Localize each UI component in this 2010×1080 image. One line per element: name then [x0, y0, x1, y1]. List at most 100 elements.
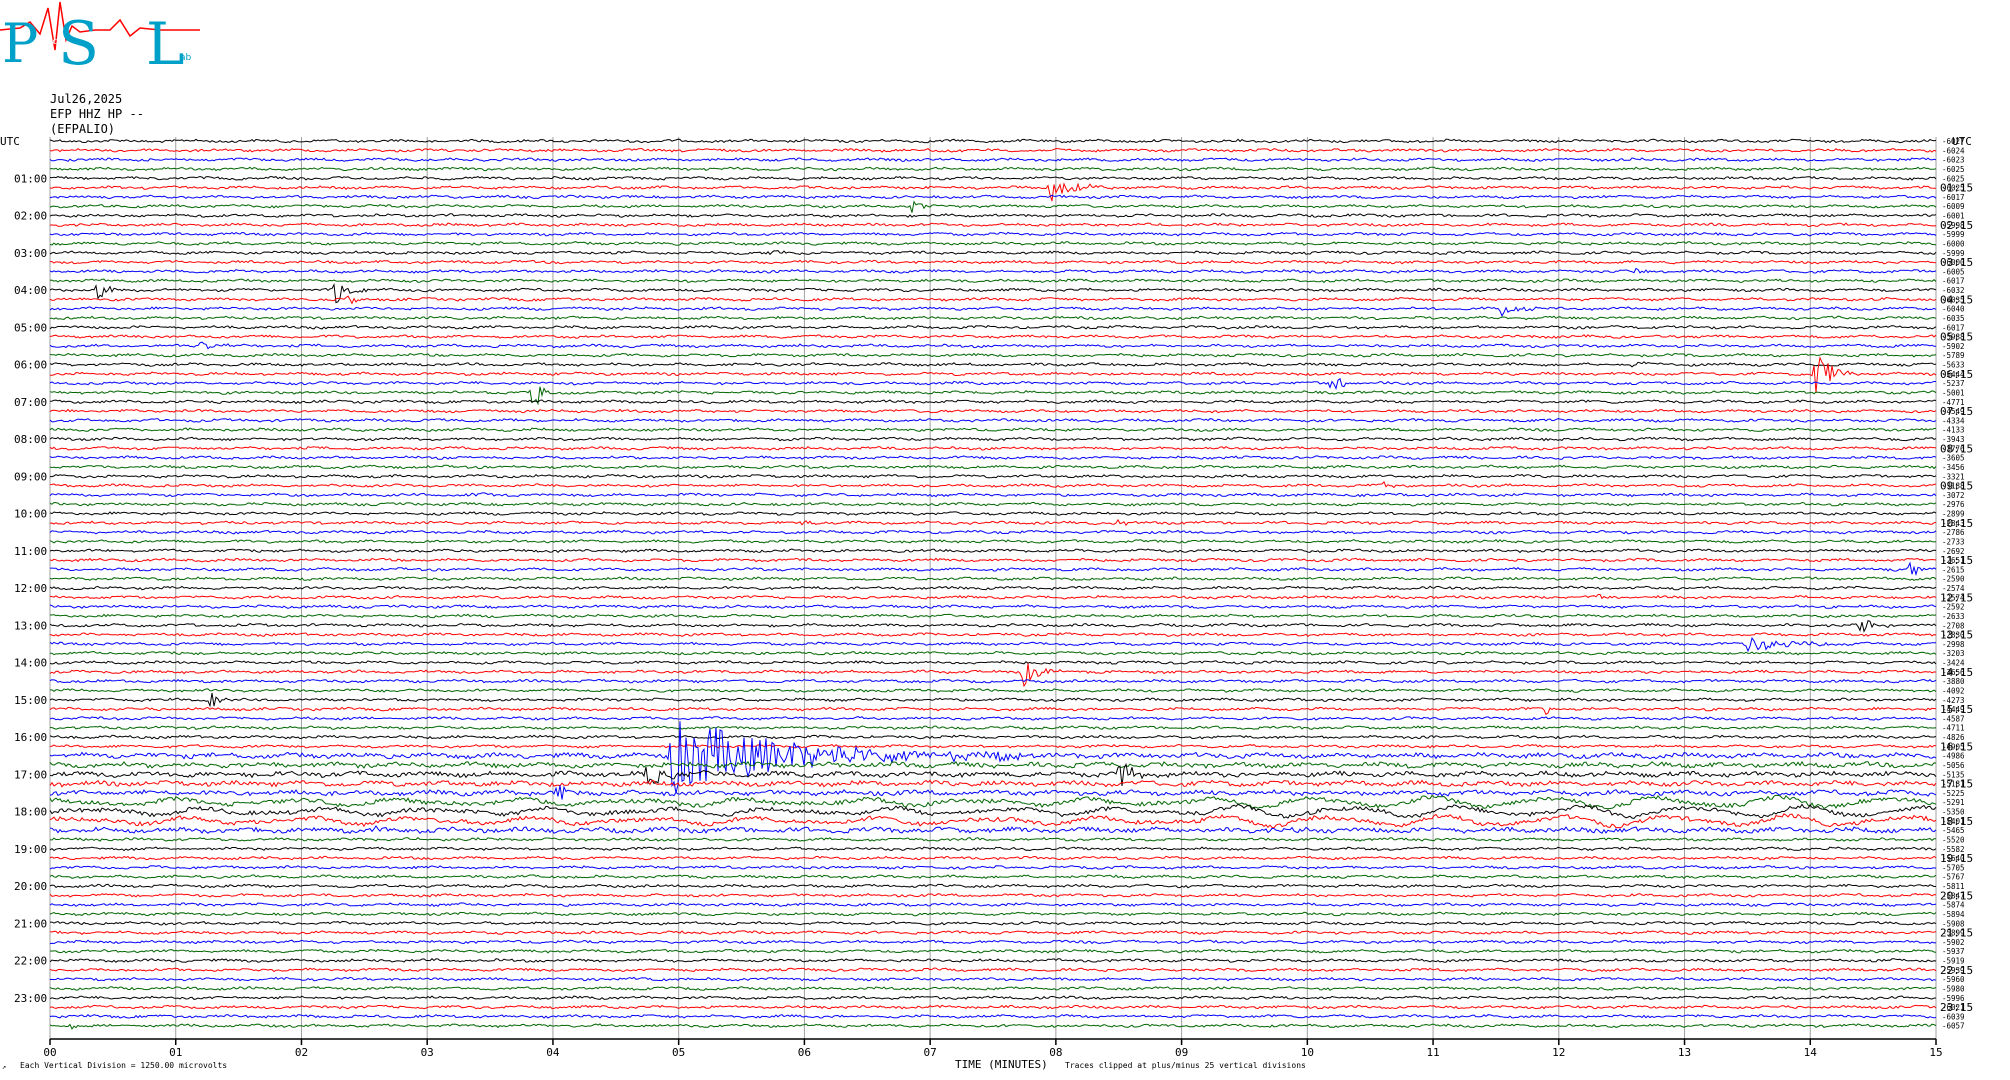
- trace-line: [49, 636, 1936, 653]
- trace-line: [49, 632, 1937, 637]
- trace-offset-label: -2998: [1942, 640, 1965, 649]
- trace-offset-label: -5998: [1942, 221, 1965, 230]
- trace-line: [49, 734, 1937, 740]
- trace-offset-label: -3605: [1942, 454, 1965, 463]
- x-axis-title: TIME (MINUTES): [955, 1058, 1048, 1071]
- hour-label-right: 14:15: [1940, 666, 1973, 679]
- trace-offset-label: -5939: [1942, 966, 1965, 975]
- trace-line: [49, 585, 1937, 591]
- trace-offset-label: -5937: [1942, 947, 1965, 956]
- trace-line: [49, 418, 1937, 423]
- trace-line: [49, 427, 1937, 432]
- trace-offset-label: -4771: [1942, 398, 1965, 407]
- trace-offset-label: -6021: [1942, 1003, 1965, 1012]
- trace-offset-label: -3880: [1942, 677, 1965, 686]
- trace-offset-label: -4273: [1942, 696, 1965, 705]
- trace-offset-label: -6027: [1942, 137, 1965, 146]
- trace-offset-label: -3072: [1942, 491, 1965, 500]
- trace-line: [49, 930, 1937, 935]
- trace-offset-label: -3203: [1942, 649, 1965, 658]
- trace-line: [49, 480, 1937, 489]
- trace-offset-label: -2692: [1942, 547, 1965, 556]
- trace-offset-label: -5350: [1942, 808, 1965, 817]
- trace-line: [49, 846, 1937, 852]
- trace-offset-label: -5789: [1942, 351, 1965, 360]
- trace-offset-label: -2590: [1942, 575, 1965, 584]
- hour-label-left: 06:00: [14, 359, 47, 372]
- logo-word-seismology: eismology: [96, 45, 143, 55]
- trace-line: [49, 967, 1937, 973]
- trace-offset-label: -6017: [1942, 323, 1965, 332]
- trace-line: [49, 593, 1937, 600]
- trace-line: [49, 492, 1937, 498]
- trace-offset-label: -5056: [1942, 761, 1965, 770]
- trace-offset-label: -5135: [1942, 770, 1965, 779]
- trace-line: [49, 455, 1937, 460]
- trace-offset-label: -2592: [1942, 603, 1965, 612]
- trace-line: [49, 650, 1937, 656]
- trace-line: [49, 604, 1937, 609]
- hour-label-left: 02:00: [14, 210, 47, 223]
- trace-offset-label: -5520: [1942, 835, 1965, 844]
- trace-offset-label: -2899: [1942, 510, 1965, 519]
- trace-offset-label: -2976: [1942, 500, 1965, 509]
- x-tick-label: 07: [924, 1046, 937, 1059]
- trace-line: [49, 222, 1937, 228]
- trace-line: [49, 976, 1937, 982]
- plot-labels: -6027-6024-6023-6025-6025-6025-6017-6009…: [0, 135, 1973, 1071]
- trace-line: [49, 794, 1937, 810]
- trace-line: [49, 825, 1937, 835]
- hour-label-left: 22:00: [14, 955, 47, 968]
- trace-offset-label: -6005: [1942, 267, 1965, 276]
- seismic-traces: [49, 138, 1937, 1030]
- hour-label-right: 08:15: [1940, 442, 1973, 455]
- trace-offset-label: -3456: [1942, 463, 1965, 472]
- trace-offset-label: -6040: [1942, 305, 1965, 314]
- trace-offset-label: -5960: [1942, 975, 1965, 984]
- trace-offset-label: -6017: [1942, 277, 1965, 286]
- trace-line: [49, 148, 1937, 153]
- trace-offset-label: -5908: [1942, 919, 1965, 928]
- trace-offset-label: -6000: [1942, 239, 1965, 248]
- logo-letter-s: S: [58, 9, 99, 70]
- trace-line: [50, 473, 1937, 479]
- trace-offset-label: -5919: [1942, 957, 1965, 966]
- trace-line: [49, 334, 1937, 339]
- hour-label-left: 08:00: [14, 433, 47, 446]
- hour-label-left: 17:00: [14, 768, 47, 781]
- trace-line: [49, 958, 1937, 963]
- trace-offset-label: -5444: [1942, 370, 1965, 379]
- trace-line: [49, 361, 1937, 368]
- trace-line: [49, 760, 1937, 769]
- footer-mark: ↗: [2, 1063, 6, 1071]
- trace-offset-label: -6024: [1942, 146, 1965, 155]
- trace-line: [49, 995, 1937, 1000]
- trace-line: [49, 166, 1937, 172]
- trace-line: [49, 267, 1937, 274]
- hour-label-right: 20:15: [1940, 889, 1973, 902]
- hour-label-right: 06:15: [1940, 368, 1973, 381]
- x-tick-label: 04: [546, 1046, 560, 1059]
- trace-line: [49, 883, 1936, 889]
- trace-line: [49, 213, 1937, 218]
- trace-line: [49, 837, 1936, 842]
- trace-line: [49, 175, 1937, 181]
- trace-line: [49, 501, 1937, 507]
- trace-line: [49, 352, 1937, 358]
- trace-line: [49, 744, 1937, 749]
- trace-offset-label: -6009: [1942, 202, 1965, 211]
- trace-offset-label: -5811: [1942, 882, 1965, 891]
- hour-label-right: 03:15: [1940, 256, 1973, 269]
- trace-offset-label: -4905: [1942, 742, 1965, 751]
- x-tick-label: 10: [1301, 1046, 1314, 1059]
- trace-offset-label: -2843: [1942, 519, 1965, 528]
- trace-offset-label: -4549: [1942, 407, 1965, 416]
- trace-line: [49, 779, 1937, 788]
- trace-offset-label: -6035: [1942, 314, 1965, 323]
- trace-line: [49, 865, 1937, 870]
- trace-line: [49, 557, 1937, 563]
- hour-label-right: 18:15: [1940, 815, 1973, 828]
- hour-label-right: 09:15: [1940, 480, 1973, 493]
- x-tick-label: 01: [169, 1046, 182, 1059]
